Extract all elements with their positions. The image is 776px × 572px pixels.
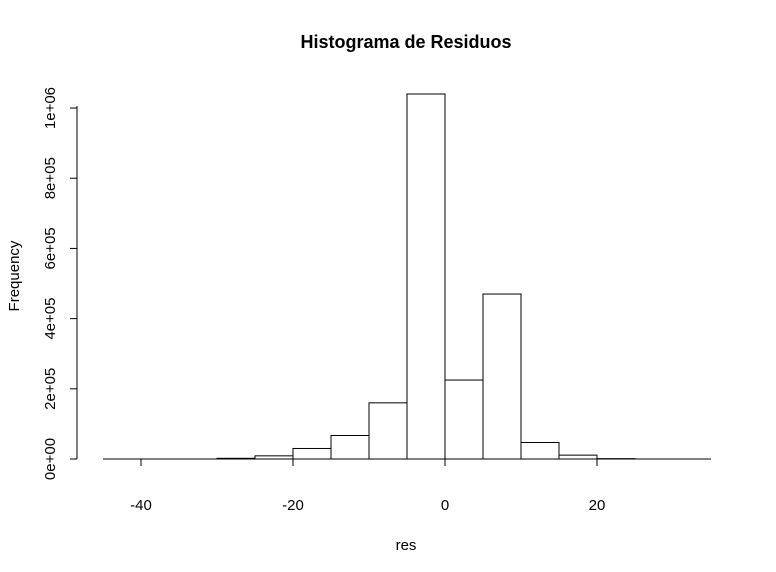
histogram-bar	[330, 434, 370, 460]
histogram-bar	[444, 379, 484, 460]
histogram-bar	[558, 454, 598, 460]
y-tick-label: 1e+06	[42, 87, 59, 129]
histogram-bar	[368, 402, 408, 460]
y-axis-ticks: 0e+00 2e+05 4e+05 6e+05 8e+05 1e+06	[42, 87, 77, 480]
y-tick-label: 0e+00	[42, 438, 59, 480]
histogram-bar	[520, 442, 560, 460]
y-tick-label: 6e+05	[42, 227, 59, 269]
x-tick-label: 20	[589, 497, 606, 514]
chart-title: Histograma de Residuos	[300, 32, 511, 52]
histogram-bar	[292, 447, 332, 460]
x-tick-label: -20	[282, 497, 304, 514]
y-tick-label: 4e+05	[42, 298, 59, 340]
x-axis-ticks: -40 -20 0 20	[130, 459, 605, 514]
y-tick-label: 2e+05	[42, 368, 59, 410]
histogram-bars	[216, 93, 636, 460]
x-axis-label: res	[396, 537, 417, 554]
histogram-bar	[406, 93, 446, 460]
y-axis-label: Frequency	[6, 240, 23, 311]
x-tick-label: 0	[441, 497, 449, 514]
y-tick-label: 8e+05	[42, 157, 59, 199]
histogram-bar	[482, 293, 522, 460]
x-tick-label: -40	[130, 497, 152, 514]
